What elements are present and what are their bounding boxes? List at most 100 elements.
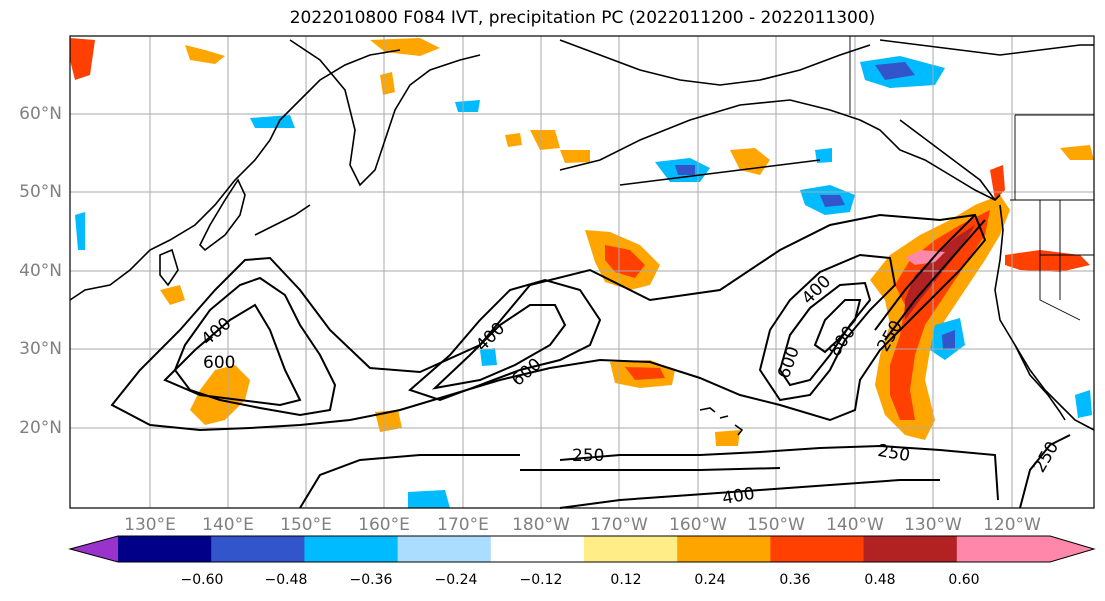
colorbar-bin [397, 536, 492, 562]
contour-250-south2 [520, 467, 781, 471]
contour-250-south [559, 444, 999, 501]
coast-bc [899, 119, 996, 201]
colorbar-tick-label: 0.12 [610, 572, 642, 588]
precip-negative-nw2 [455, 100, 480, 112]
precip-positive-nw [70, 38, 95, 80]
precip-positive-japan [160, 285, 185, 305]
lon-label: 160°W [669, 515, 727, 535]
contour-label: 250 [572, 446, 604, 466]
coast-kamchatka [289, 39, 481, 187]
precip-negative-south [408, 490, 450, 508]
colorbar-bin [304, 536, 399, 562]
contour-400-east [758, 253, 897, 402]
contour-label: 600 [203, 353, 235, 373]
colorbar-tick-label: −0.60 [180, 572, 224, 588]
precip-negative-ak2 [815, 148, 832, 163]
coast-korea [159, 248, 179, 287]
precip-positive-sub2 [715, 430, 740, 446]
lon-label: 150°E [280, 515, 332, 535]
ivt-contours [110, 213, 1071, 509]
contour-250-sw [299, 454, 520, 509]
contour-250-coast [874, 214, 976, 331]
colorbar-tick-label: 0.48 [864, 572, 896, 588]
colorbar-tick-label: 0.36 [779, 572, 811, 588]
colorbar [68, 535, 1096, 563]
precip-shading [70, 38, 1094, 508]
colorbar-outline [68, 535, 1096, 563]
lon-label: 180°W [512, 515, 570, 535]
coast-alaska [559, 99, 1001, 201]
colorbar-tick-label: −0.24 [434, 572, 478, 588]
colorbar-tick-label: 0.60 [948, 572, 980, 588]
lat-label: 60°N [19, 104, 62, 124]
precip-negative-mx [1075, 390, 1092, 418]
lon-label: 130°W [904, 515, 962, 535]
contour-250-far-east [1019, 434, 1071, 509]
lat-label: 20°N [19, 418, 62, 438]
map-title: 2022010800 F084 IVT, precipitation PC (2… [289, 8, 876, 28]
lon-label: 140°W [826, 515, 884, 535]
precip-negative-gulf-core [820, 195, 845, 207]
colorbar-tick-label: −0.12 [519, 572, 563, 588]
colorbar-extend-min [70, 536, 118, 562]
contour-400-south [559, 479, 940, 509]
coast-alaska-north [879, 39, 1094, 56]
coast-baja [1014, 344, 1066, 421]
contour-600-central [431, 304, 567, 390]
lat-label: 30°N [19, 339, 62, 359]
precip-negative-mexico-core [942, 330, 955, 350]
precip-positive-coast-north [990, 165, 1005, 200]
precip-negative-japan [75, 212, 85, 250]
lon-label: 170°W [590, 515, 648, 535]
precip-positive-ak2 [530, 130, 560, 150]
contour-250-coast2 [884, 219, 986, 341]
coast-hawaii [699, 407, 744, 436]
coastlines [69, 39, 1095, 436]
precip-strong-hawaii [625, 367, 665, 380]
coast-kuril [254, 204, 311, 236]
lon-label: 130°E [124, 515, 176, 535]
lon-label: 160°E [358, 515, 410, 535]
lon-label: 140°E [202, 515, 254, 535]
colorbar-tick-label: 0.24 [694, 572, 726, 588]
coast-aleutians [619, 159, 821, 186]
precip-negative-ak-interior-core [875, 62, 915, 80]
colorbar-bin [677, 536, 771, 562]
precip-strong-dateline [605, 245, 645, 278]
precip-negative-bering-core [675, 165, 695, 175]
precip-positive-wpac [190, 365, 250, 425]
coast-japan [199, 178, 246, 252]
coast-bering-strait [559, 39, 871, 86]
border-us-states [1039, 200, 1094, 321]
colorbar-extend-max [1050, 536, 1094, 562]
colorbar-bin [584, 536, 678, 562]
precip-positive-ak3 [560, 150, 590, 163]
contour-800-east [813, 299, 862, 354]
contour-600-east [778, 281, 872, 387]
precip-negative-nw1 [250, 115, 295, 128]
precip-positive-canada [1060, 145, 1094, 160]
precip-positive-kam [185, 45, 225, 64]
lat-label: 50°N [19, 182, 62, 202]
precip-positive-sub1 [375, 410, 402, 432]
lat-label: 40°N [19, 261, 62, 281]
colorbar-tick-label: −0.48 [264, 572, 308, 588]
contour-400-central [408, 278, 602, 402]
precip-positive-gulf [505, 133, 522, 147]
lon-label: 150°W [747, 515, 805, 535]
contour-250-main [110, 213, 987, 432]
colorbar-bin [490, 536, 585, 562]
precip-positive-nevada [1005, 250, 1090, 272]
colorbar-tick-label: −0.36 [349, 572, 393, 588]
lon-label: 120°W [983, 515, 1041, 535]
colorbar-bin [956, 536, 1051, 562]
borders [849, 36, 1094, 321]
lon-label: 170°E [437, 515, 489, 535]
map-border [69, 35, 1095, 509]
colorbar-bin [770, 536, 865, 562]
coast-asia [69, 49, 401, 301]
border-canada-prov [1014, 114, 1094, 200]
gridlines [70, 36, 1094, 508]
contour-600-west [163, 303, 302, 407]
